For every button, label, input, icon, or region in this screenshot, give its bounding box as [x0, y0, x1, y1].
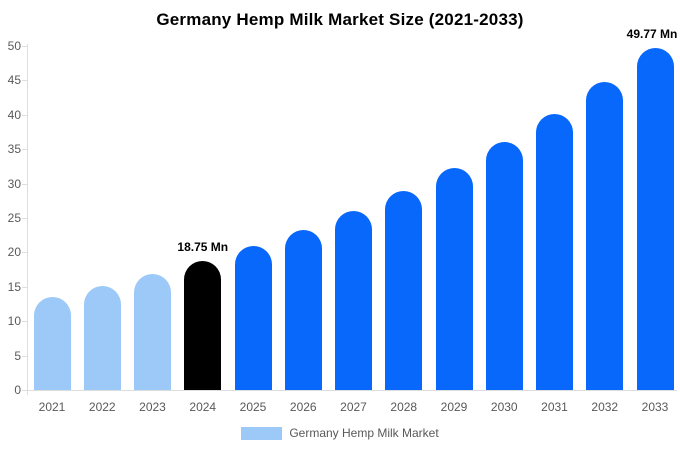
y-axis-tick-label-30: 30 — [7, 176, 21, 191]
bar-2029 — [435, 167, 473, 390]
y-axis-tick-mark — [22, 114, 27, 116]
legend-swatch — [241, 426, 283, 440]
y-axis-tick-mark — [22, 355, 27, 357]
chart-title: Germany Hemp Milk Market Size (2021-2033… — [156, 10, 524, 29]
legend-label: Germany Hemp Milk Market — [289, 426, 439, 440]
x-axis-label-2033: 2033 — [641, 400, 669, 414]
bar-2033 — [636, 47, 674, 390]
y-axis-tick-mark — [22, 80, 27, 82]
bar-2030 — [485, 142, 523, 390]
bar-value-label-2024: 18.75 Mn — [177, 240, 229, 254]
bar-2021 — [33, 297, 71, 390]
bar-value-label-2033: 49.77 Mn — [626, 26, 678, 41]
y-axis-tick-mark — [22, 286, 27, 288]
bar-2025 — [234, 246, 272, 390]
bar-2028 — [385, 191, 423, 390]
y-axis-tick-label-25: 25 — [7, 211, 21, 225]
bar-2022 — [83, 286, 121, 390]
x-axis-label-2025: 2025 — [239, 400, 267, 414]
y-axis-tick-label-50: 50 — [7, 39, 21, 53]
y-axis-tick-label-5: 5 — [14, 348, 21, 363]
legend-item-germany-hemp-milk-market[interactable]: Germany Hemp Milk Market — [241, 426, 439, 440]
x-axis-label-2030: 2030 — [490, 400, 518, 414]
y-axis-line — [27, 44, 28, 395]
y-axis-tick-mark — [22, 390, 27, 391]
bar-2032 — [586, 82, 624, 390]
bar-2027 — [335, 211, 372, 390]
y-axis-tick-mark — [22, 46, 27, 47]
y-axis-tick-label-0: 0 — [14, 383, 21, 397]
bar-2024 — [184, 261, 222, 390]
x-axis-label-2031: 2031 — [541, 400, 568, 414]
x-axis-label-2021: 2021 — [38, 400, 66, 414]
y-axis-tick-label-10: 10 — [7, 314, 21, 329]
y-axis-tick-label-40: 40 — [7, 107, 21, 122]
x-axis-label-2024: 2024 — [189, 400, 217, 414]
y-axis-tick-mark — [22, 321, 27, 323]
x-axis-label-2032: 2032 — [591, 400, 619, 414]
y-axis-tick-mark — [22, 183, 27, 185]
bar-2031 — [536, 114, 573, 390]
x-axis-label-2026: 2026 — [289, 400, 317, 414]
y-axis-tick-mark — [22, 218, 27, 219]
x-axis-label-2022: 2022 — [88, 400, 116, 414]
x-axis-label-2023: 2023 — [139, 400, 166, 414]
x-axis-label-2029: 2029 — [440, 400, 468, 414]
y-axis-tick-label-35: 35 — [7, 142, 21, 157]
legend: Germany Hemp Milk Market — [0, 426, 680, 440]
x-axis-label-2028: 2028 — [390, 400, 418, 414]
y-axis-tick-label-20: 20 — [7, 245, 21, 260]
y-axis-tick-label-15: 15 — [7, 279, 21, 294]
bar-2026 — [284, 229, 322, 390]
x-axis-label-2027: 2027 — [340, 400, 367, 414]
bar-2023 — [134, 274, 171, 390]
y-axis-tick-mark — [22, 149, 27, 151]
y-axis-tick-label-45: 45 — [7, 73, 21, 88]
y-axis-tick-mark — [22, 252, 27, 254]
x-axis-line — [27, 390, 677, 391]
